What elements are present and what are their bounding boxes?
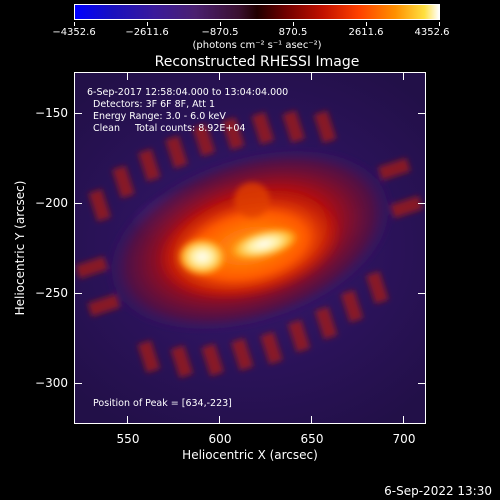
colorbar-tick bbox=[74, 22, 75, 26]
x-tick bbox=[219, 416, 220, 424]
colorbar-tick bbox=[439, 22, 440, 26]
colorbar-tick bbox=[293, 22, 294, 26]
annotation-detectors: Detectors: 3F 6F 8F, Att 1 bbox=[93, 99, 216, 110]
image-title: Reconstructed RHESSI Image bbox=[154, 54, 360, 70]
x-tick-label: 700 bbox=[392, 432, 416, 446]
colorbar bbox=[74, 4, 440, 20]
y-tick bbox=[74, 383, 82, 384]
colorbar-tick bbox=[220, 22, 221, 26]
colorbar-tick bbox=[147, 22, 148, 26]
annotation-clean: Clean Total counts: 8.92E+04 bbox=[93, 123, 246, 134]
y-tick bbox=[74, 293, 82, 294]
x-tick bbox=[127, 416, 128, 424]
colorbar-label: −4352.6 bbox=[52, 27, 96, 38]
y-tick bbox=[74, 203, 82, 204]
x-tick-label: 600 bbox=[208, 432, 232, 446]
footer-timestamp: 6-Sep-2022 13:30 bbox=[384, 484, 492, 498]
y-tick bbox=[74, 113, 82, 114]
y-tick-label: −250 bbox=[35, 286, 68, 300]
x-tick bbox=[127, 72, 128, 80]
x-tick bbox=[219, 72, 220, 80]
y-tick bbox=[418, 113, 426, 114]
x-tick-label: 550 bbox=[116, 432, 140, 446]
annotation-time-range: 6-Sep-2017 12:58:04.000 to 13:04:04.000 bbox=[87, 87, 289, 98]
y-tick-label: −200 bbox=[35, 196, 68, 210]
y-tick-label: −150 bbox=[35, 106, 68, 120]
x-tick bbox=[311, 72, 312, 80]
colorbar-label: 870.5 bbox=[278, 27, 308, 38]
colorbar-label: 2611.6 bbox=[348, 27, 384, 38]
image-plot: 6-Sep-2017 12:58:04.000 to 13:04:04.000 … bbox=[74, 72, 426, 424]
colorbar-label: −870.5 bbox=[201, 27, 239, 38]
colorbar-units: (photons cm⁻² s⁻¹ asec⁻²) bbox=[192, 40, 322, 51]
y-tick bbox=[418, 383, 426, 384]
y-tick bbox=[418, 293, 426, 294]
colorbar-label: 4352.6 bbox=[414, 27, 450, 38]
annotation-peak: Position of Peak = [634,-223] bbox=[93, 398, 232, 409]
x-tick bbox=[403, 416, 404, 424]
colorbar-label: −2611.6 bbox=[125, 27, 169, 38]
y-axis-label: Heliocentric Y (arcsec) bbox=[13, 180, 27, 316]
colorbar-tick bbox=[366, 22, 367, 26]
annotation-energy: Energy Range: 3.0 - 6.0 keV bbox=[93, 111, 226, 122]
x-tick-label: 650 bbox=[300, 432, 324, 446]
x-tick bbox=[403, 72, 404, 80]
y-tick-label: −300 bbox=[35, 376, 68, 390]
x-axis-label: Heliocentric X (arcsec) bbox=[182, 448, 318, 462]
emission-image bbox=[75, 110, 423, 378]
x-tick bbox=[311, 416, 312, 424]
emission-cores bbox=[176, 226, 301, 277]
y-tick bbox=[418, 203, 426, 204]
